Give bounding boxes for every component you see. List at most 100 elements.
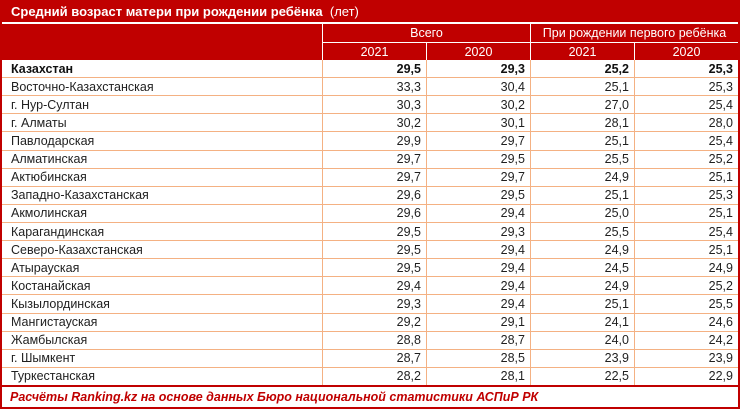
value-firstborn-2021: 24,5 [530,259,634,277]
table-row: Алматинская 29,7 29,5 25,5 25,2 [2,150,738,169]
value-total-2020: 29,3 [426,222,530,241]
table-row: Кызылординская 29,3 29,4 25,1 25,5 [2,295,738,314]
region-name: Жамбылская [11,333,88,348]
source-footer: Расчёты Ranking.kz на основе данных Бюро… [2,385,738,407]
value-total-2020: 28,7 [426,331,530,349]
value-firstborn-2020: 22,9 [634,367,738,385]
value-firstborn-2021: 25,1 [530,295,634,313]
value-total-2021: 30,2 [322,114,426,132]
table-row: г. Нур-Султан 30,3 30,2 27,0 25,4 [2,96,738,115]
value-firstborn-2020: 24,2 [634,331,738,349]
header-group-total: Всего [322,24,530,42]
header-year-firstborn-2020: 2020 [634,42,738,60]
region-name: Кызылординская [11,296,110,311]
value-total-2021: 29,7 [322,150,426,168]
value-total-2020: 28,1 [426,367,530,385]
value-firstborn-2020: 25,2 [634,150,738,168]
value-firstborn-2020: 25,3 [634,186,738,204]
value-total-2021: 28,2 [322,367,426,385]
value-total-2021: 29,9 [322,132,426,150]
region-name: г. Нур-Султан [11,97,89,112]
value-firstborn-2021: 25,5 [530,150,634,168]
value-firstborn-2020: 25,5 [634,295,738,313]
table-row: Северо-Казахстанская 29,5 29,4 24,9 25,1 [2,241,738,260]
table-row: Акмолинская 29,6 29,4 25,0 25,1 [2,204,738,223]
value-total-2021: 29,5 [322,60,426,78]
value-firstborn-2021: 25,1 [530,132,634,150]
table-row: Жамбылская 28,8 28,7 24,0 24,2 [2,331,738,350]
table-row: Туркестанская 28,2 28,1 22,5 22,9 [2,367,738,385]
table-row: Атырауская 29,5 29,4 24,5 24,9 [2,259,738,278]
value-total-2020: 29,5 [426,186,530,204]
value-firstborn-2021: 25,2 [530,60,634,78]
value-total-2020: 29,7 [426,132,530,150]
value-firstborn-2020: 25,3 [634,78,738,96]
value-total-2020: 29,1 [426,313,530,331]
region-name: г. Алматы [11,115,67,130]
value-total-2021: 29,6 [322,204,426,222]
region-name: Костанайская [11,278,91,293]
region-name: Мангистауская [11,315,98,330]
value-total-2020: 29,5 [426,150,530,168]
value-firstborn-2021: 24,9 [530,241,634,259]
region-name: Туркестанская [11,369,95,384]
region-name: Актюбинская [11,170,87,185]
table-row: Западно-Казахстанская 29,6 29,5 25,1 25,… [2,186,738,205]
value-total-2021: 29,4 [322,277,426,295]
value-firstborn-2020: 28,0 [634,114,738,132]
table-row: Актюбинская 29,7 29,7 24,9 25,1 [2,168,738,187]
region-name: Северо-Казахстанская [11,242,143,257]
value-total-2020: 30,4 [426,78,530,96]
value-total-2020: 29,4 [426,277,530,295]
value-firstborn-2021: 25,0 [530,204,634,222]
value-total-2021: 28,8 [322,331,426,349]
value-firstborn-2020: 25,1 [634,241,738,259]
value-total-2020: 30,1 [426,114,530,132]
region-name: Атырауская [11,260,80,275]
value-firstborn-2021: 24,0 [530,331,634,349]
value-total-2021: 29,6 [322,186,426,204]
table-row: Павлодарская 29,9 29,7 25,1 25,4 [2,132,738,151]
value-firstborn-2021: 27,0 [530,96,634,114]
table-row: Казахстан 29,5 29,3 25,2 25,3 [2,60,738,79]
value-total-2021: 29,5 [322,259,426,277]
region-name: Павлодарская [11,133,95,148]
value-total-2021: 29,2 [322,313,426,331]
header-year-total-2021: 2021 [322,42,426,60]
region-name: г. Шымкент [11,351,76,366]
value-firstborn-2020: 23,9 [634,349,738,367]
value-total-2020: 29,3 [426,60,530,78]
value-total-2021: 28,7 [322,349,426,367]
region-name: Акмолинская [11,206,87,221]
value-firstborn-2020: 25,2 [634,277,738,295]
table-row: г. Шымкент 28,7 28,5 23,9 23,9 [2,349,738,368]
header-group-firstborn: При рождении первого ребёнка [530,24,738,42]
region-name: Западно-Казахстанская [11,188,149,203]
value-firstborn-2021: 24,9 [530,168,634,186]
value-firstborn-2020: 25,4 [634,132,738,150]
value-total-2020: 30,2 [426,96,530,114]
value-total-2021: 29,7 [322,168,426,186]
value-total-2020: 29,4 [426,204,530,222]
header-year-firstborn-2021: 2021 [530,42,634,60]
value-total-2020: 29,4 [426,295,530,313]
value-firstborn-2020: 25,3 [634,60,738,78]
region-name: Казахстан [11,61,74,76]
table-title-unit-text: (лет) [329,4,359,19]
value-firstborn-2020: 25,4 [634,222,738,241]
table-row: Карагандинская 29,5 29,3 25,5 25,4 [2,222,738,242]
value-total-2021: 29,3 [322,295,426,313]
value-total-2021: 30,3 [322,96,426,114]
table-header: Всего При рождении первого ребёнка 2021 … [2,24,738,60]
header-year-total-2020: 2020 [426,42,530,60]
value-total-2021: 33,3 [322,78,426,96]
region-name: Алматинская [11,152,88,167]
value-firstborn-2021: 23,9 [530,349,634,367]
header-blank-cell [2,24,322,60]
value-firstborn-2020: 25,4 [634,96,738,114]
value-firstborn-2021: 22,5 [530,367,634,385]
table-body: Казахстан 29,5 29,3 25,2 25,3 Восточно-К… [2,60,738,385]
table-row: Мангистауская 29,2 29,1 24,1 24,6 [2,313,738,332]
table-title: Средний возраст матери при рождении ребё… [2,2,738,24]
